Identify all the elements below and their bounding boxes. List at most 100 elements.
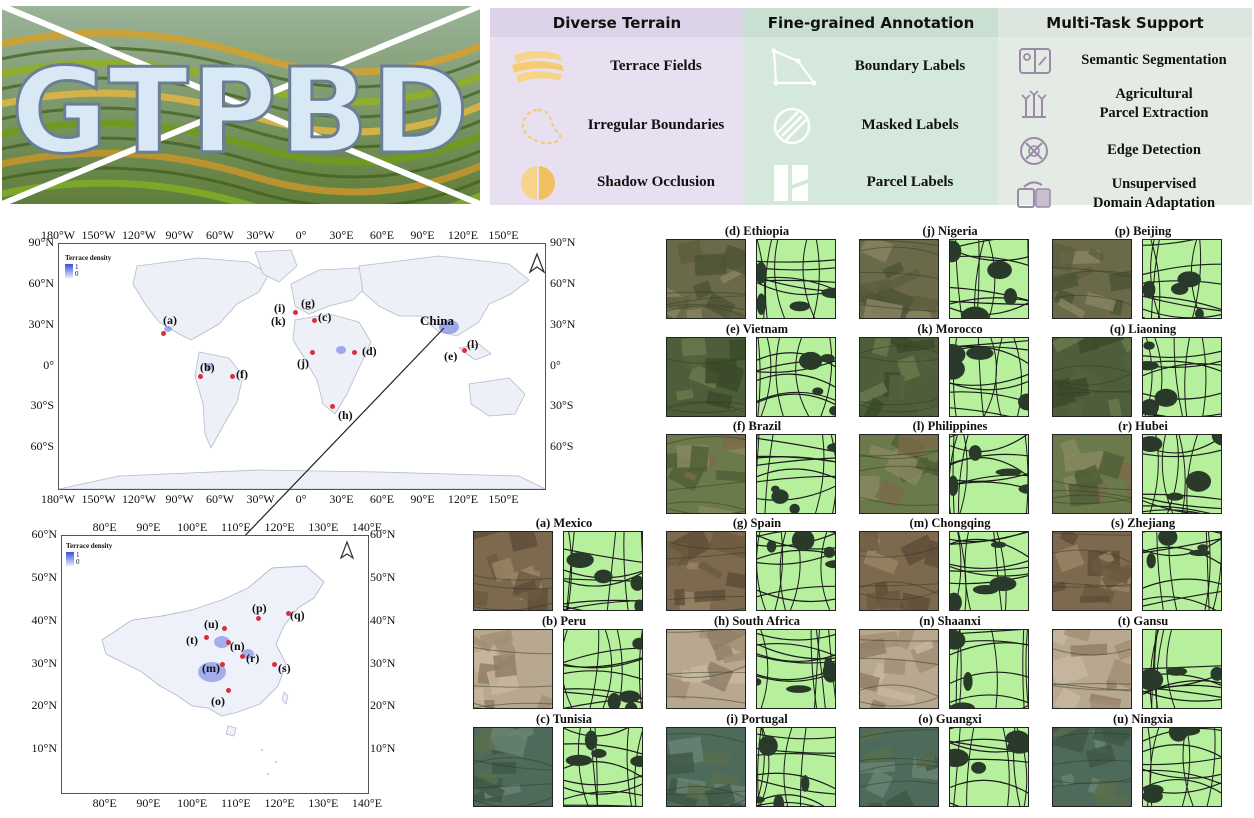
site-pin (286, 611, 291, 616)
sample-image-thumbnail (1052, 629, 1132, 709)
lon-tick-label: 140°E (351, 796, 383, 810)
lon-tick-label: 120°E (264, 796, 295, 810)
sample-title: (e) Vietnam (725, 322, 789, 336)
feature-shadow-occlusion: Shadow Occlusion (490, 157, 744, 207)
multi-task-support-panel: Multi-Task Support Semantic Segmentation… (998, 8, 1252, 211)
lat-tick-label: 30°N (550, 316, 576, 331)
sample-label-thumbnail (949, 239, 1029, 319)
site-pin (198, 374, 203, 379)
logo-text: GTPBD (11, 42, 471, 180)
segmentation-icon (1012, 43, 1056, 83)
lon-tick-label: 140°E (351, 520, 383, 534)
lon-tick-label: 80°E (92, 796, 117, 810)
lon-tick-label: 130°E (308, 520, 339, 534)
feature-label: Shadow Occlusion (597, 173, 715, 190)
lat-tick-label: 50°N (31, 569, 57, 584)
sample-title: (d) Ethiopia (724, 224, 790, 238)
sample-image-thumbnail (473, 727, 553, 807)
sample-label-thumbnail (756, 434, 836, 514)
lon-tick-label: 30°E (329, 228, 354, 242)
sample-title: (a) Mexico (535, 516, 593, 530)
sample-image-thumbnail (859, 629, 939, 709)
sample-title: (k) Morocco (917, 322, 983, 336)
lon-tick-label: 100°E (177, 796, 208, 810)
site-label: (b) (200, 360, 215, 374)
sample-image-thumbnail (1052, 337, 1132, 417)
feature-semantic-segmentation: Semantic Segmentation (998, 37, 1252, 83)
sample-title: (j) Nigeria (922, 224, 978, 238)
sample-label-thumbnail (1142, 434, 1222, 514)
lat-tick-label: 60°S (30, 439, 54, 454)
sample-image-thumbnail (859, 531, 939, 611)
sample-image-thumbnail (666, 727, 746, 807)
site-pin (330, 404, 335, 409)
sample-image-thumbnail (1052, 239, 1132, 319)
sample-label-thumbnail (563, 727, 643, 807)
panel-title: Diverse Terrain (490, 8, 744, 37)
lat-tick-label: 60°N (31, 527, 57, 541)
sample-title: (l) Philippines (912, 419, 988, 433)
lat-tick-label: 30°S (30, 398, 54, 413)
feature-parcel-labels: Parcel Labels (744, 157, 998, 207)
world-map: Terrace density 1 0 (58, 243, 546, 490)
sample-label-thumbnail (756, 531, 836, 611)
feature-label: Agricultural Parcel Extraction (1099, 86, 1209, 121)
fine-grained-annotation-panel: Fine-grained Annotation Boundary Labels … (744, 8, 998, 205)
feature-domain-adaptation: Unsupervised Domain Adaptation (998, 171, 1252, 217)
sample-label-thumbnail (756, 337, 836, 417)
sample-title: (i) Portugal (726, 712, 788, 726)
site-label: (u) (204, 617, 219, 631)
lat-tick-label: 30°N (370, 655, 396, 670)
site-label: (m) (202, 661, 220, 675)
site-label: (q) (290, 608, 305, 622)
site-label: (f) (236, 367, 248, 381)
site-pin (240, 654, 245, 659)
lon-tick-label: 150°E (488, 228, 519, 242)
lon-tick-label: 90°E (136, 796, 161, 810)
sample-label-thumbnail (1142, 337, 1222, 417)
site-label: (n) (230, 639, 245, 653)
lat-tick-label: 40°N (31, 612, 57, 627)
legend-colorbar (65, 264, 73, 278)
lon-tick-label: 60°W (205, 228, 235, 242)
lon-tick-label: 60°E (369, 492, 395, 506)
panel-title: Multi-Task Support (998, 8, 1252, 37)
lon-tick-label: 120°W (121, 228, 157, 242)
sample-title: (p) Beijing (1114, 224, 1172, 238)
lon-tick-label: 0° (295, 492, 307, 506)
feature-edge-detection: Edge Detection (998, 127, 1252, 173)
site-pin (230, 374, 235, 379)
sample-title: (u) Ningxia (1112, 712, 1174, 726)
lon-tick-label: 180°W (40, 492, 76, 506)
legend-low: 0 (75, 270, 79, 278)
site-label: (l) (467, 337, 479, 351)
feature-label: Semantic Segmentation (1081, 51, 1227, 68)
sample-image-thumbnail (666, 434, 746, 514)
lon-tick-label: 150°W (81, 228, 116, 242)
lon-tick-label: 30°W (246, 492, 275, 506)
sample-label-thumbnail (1142, 727, 1222, 807)
legend-low: 0 (76, 558, 80, 566)
lon-tick-label: 120°E (447, 492, 479, 506)
lat-tick-label: 0° (43, 357, 54, 372)
site-pin (256, 616, 261, 621)
lon-tick-label: 100°E (177, 520, 208, 534)
site-pin (161, 331, 166, 336)
lon-tick-label: 90°W (165, 492, 194, 506)
sample-label-thumbnail (756, 629, 836, 709)
north-arrow-icon (339, 540, 355, 560)
feature-masked-labels: Masked Labels (744, 100, 998, 150)
sample-image-thumbnail (1052, 727, 1132, 807)
sample-image-thumbnail (473, 531, 553, 611)
site-label: (t) (186, 633, 198, 647)
site-pin (272, 662, 277, 667)
lon-tick-label: 120°E (264, 520, 295, 534)
site-label: (e) (444, 349, 458, 363)
site-label: (h) (338, 408, 353, 422)
feature-label: Terrace Fields (610, 57, 702, 74)
lat-tick-label: 10°N (31, 741, 57, 756)
feature-boundary-labels: Boundary Labels (744, 41, 998, 91)
lon-tick-label: 30°E (329, 492, 354, 506)
feature-label: Edge Detection (1107, 141, 1201, 158)
sample-label-thumbnail (756, 239, 836, 319)
